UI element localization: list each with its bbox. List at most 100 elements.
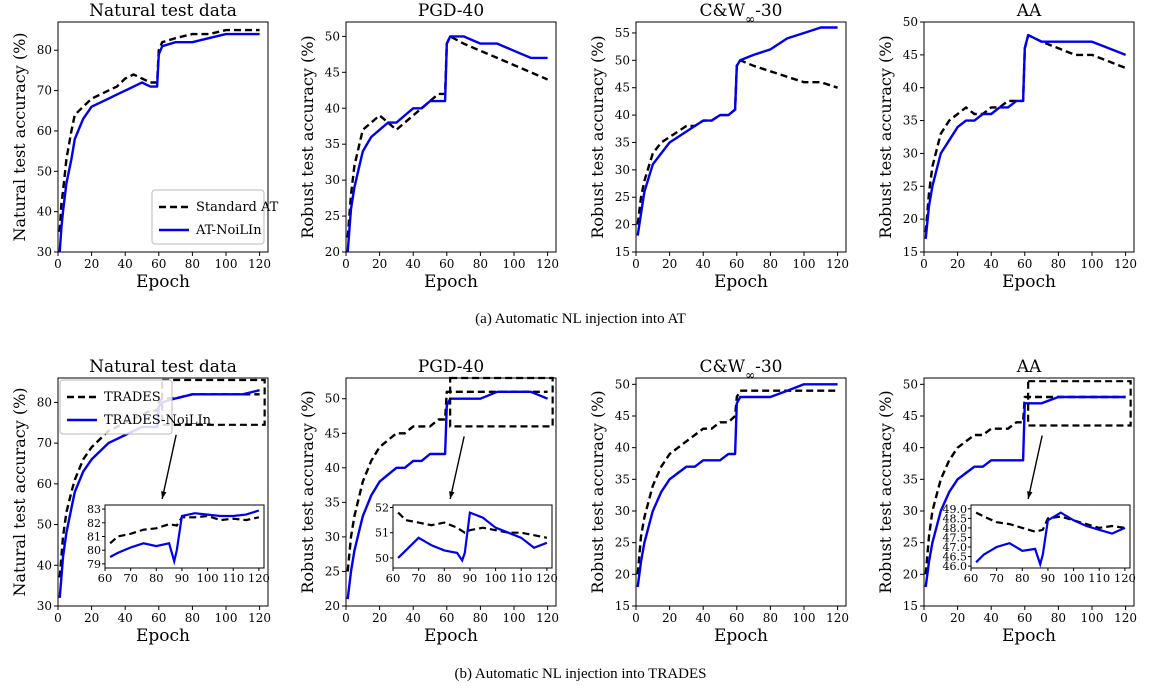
x-tick-label: 20 [662,611,677,625]
x-tick-label: 40 [118,257,133,271]
x-axis-label: Epoch [714,626,768,646]
zoom-arrow-head [1027,491,1033,499]
y-tick-label: 35 [325,137,340,151]
legend-label: Standard AT [196,200,279,215]
y-tick-label: 60 [37,477,52,491]
plot-frame [923,21,1135,253]
y-tick-label: 35 [615,135,630,149]
inset-y-tick-label: 79 [87,558,101,571]
y-tick-label: 45 [615,81,630,95]
y-tick-label: 80 [37,43,52,57]
x-tick-label: 120 [1114,611,1137,625]
y-tick-label: 40 [903,81,918,95]
x-tick-label: 100 [215,611,238,625]
inset-y-tick-label: 50 [375,552,389,565]
method-line [636,26,838,236]
inset: 60 70 80 90 100 110 120 46.046.547.047.548.048.… [943,503,1136,585]
x-tick-label: 0 [54,611,62,625]
y-axis-label: Robust test accuracy (%) [298,35,317,238]
x-tick-label: 0 [342,611,350,625]
inset-y-tick-label: 80 [87,544,101,557]
zoom-box [449,376,554,428]
inset-x-tick-label: 110 [222,571,244,585]
x-tick-label: 40 [696,611,711,625]
x-tick-label: 100 [793,611,816,625]
inset-y-tick-label: 81 [87,531,101,544]
chart-b-4: AA 0 20 40 60 80 100 120 15 20 25 30 35 40 45 50 Epoch Ro… [876,357,1137,646]
x-tick-label: 120 [536,611,559,625]
y-tick-label: 50 [903,15,918,29]
x-tick-label: 40 [406,611,421,625]
inset-y-tick-label: 47.5 [943,531,968,544]
x-tick-label: 20 [662,257,677,271]
x-tick-label: 60 [151,257,166,271]
y-tick-label: 25 [615,536,630,550]
y-tick-label: 25 [903,179,918,193]
x-tick-label: 80 [1051,257,1066,271]
y-tick-label: 50 [903,377,918,391]
y-axis-label: Natural test accuracy (%) [10,32,29,241]
inset-x-tick-label: 70 [411,571,426,585]
inset-x-tick-label: 120 [248,571,270,585]
x-tick-label: 40 [696,257,711,271]
y-axis-label: Robust test accuracy (%) [588,35,607,238]
method-line [58,32,260,252]
x-tick-label: 60 [729,611,744,625]
x-tick-label: 20 [950,611,965,625]
x-tick-label: 0 [632,257,640,271]
x-tick-label: 100 [793,257,816,271]
y-tick-label: 45 [903,48,918,62]
x-tick-label: 20 [84,257,99,271]
method-line [346,35,548,252]
chart-title: C&W∞-30 [699,1,782,26]
method-line [636,383,838,588]
zoom-arrow [161,434,177,500]
x-tick-label: 0 [342,257,350,271]
y-tick-label: 80 [37,395,52,409]
y-tick-label: 45 [615,409,630,423]
zoom-box [1027,380,1132,427]
y-tick-label: 45 [903,409,918,423]
x-tick-label: 0 [920,257,928,271]
y-tick-label: 20 [615,567,630,581]
x-tick-label: 100 [1081,611,1104,625]
zoom-arrow-head [449,491,455,499]
x-tick-label: 120 [826,257,849,271]
y-tick-label: 30 [903,504,918,518]
x-axis-label: Epoch [424,626,478,646]
inset-baseline-line [975,511,1126,533]
y-axis-label: Natural test accuracy (%) [10,387,29,596]
y-tick-label: 55 [615,26,630,40]
baseline-line [636,389,838,575]
inset-frame [970,504,1131,569]
y-tick-label: 40 [37,205,52,219]
inset-y-tick-label: 51 [375,527,389,540]
x-tick-label: 20 [950,257,965,271]
chart-title: C&W∞-30 [699,357,782,382]
y-tick-label: 60 [37,124,52,138]
x-tick-label: 60 [439,611,454,625]
y-tick-label: 30 [37,599,52,613]
y-tick-label: 35 [325,495,340,509]
y-tick-label: 30 [615,504,630,518]
y-axis-label: Robust test accuracy (%) [588,390,607,593]
x-tick-label: 40 [406,257,421,271]
caption-b: (b) Automatic NL injection into TRADES [454,666,707,682]
plot-frame [345,21,557,253]
inset-y-tick-label: 52 [375,502,389,515]
baseline-line [346,390,548,572]
inset-method-line [397,511,548,563]
inset-frame [392,504,553,569]
inset-x-tick-label: 120 [536,571,558,585]
y-axis-label: Robust test accuracy (%) [876,35,895,238]
legend: TRADES TRADES-NoiLIn [59,379,212,435]
y-tick-label: 50 [615,53,630,67]
inset-x-tick-label: 70 [989,571,1004,585]
x-tick-label: 0 [54,257,62,271]
y-tick-label: 50 [37,518,52,532]
y-tick-label: 40 [615,108,630,122]
inset-x-tick-label: 110 [1088,571,1110,585]
baseline-line [636,59,838,225]
x-axis-label: Epoch [714,272,768,292]
x-tick-label: 0 [632,611,640,625]
